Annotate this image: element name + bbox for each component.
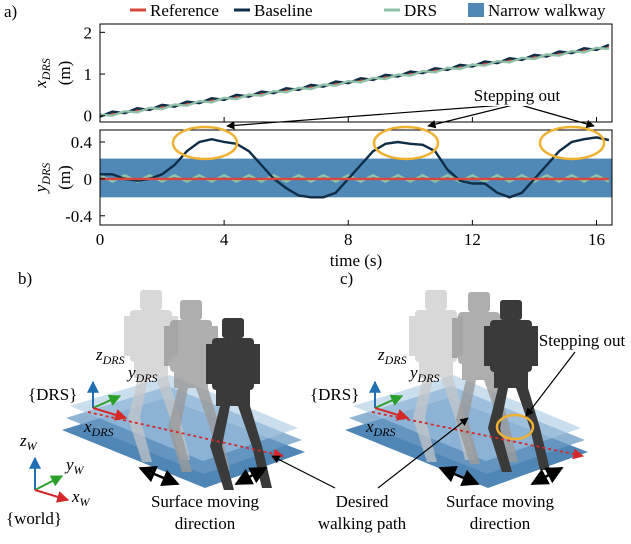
y-tick-label: 1: [84, 65, 93, 84]
caption: Desired: [336, 492, 389, 511]
annotation: Stepping out: [539, 331, 626, 350]
double-arrow: [438, 466, 480, 486]
subscript: W: [80, 495, 91, 509]
y-tick-label: 0.4: [71, 133, 93, 152]
double-arrow: [138, 466, 180, 486]
panel-label: b): [18, 269, 32, 288]
pointer: [525, 351, 576, 417]
x-tick-label: 12: [464, 230, 481, 249]
pointer: [516, 103, 595, 128]
subscript: DRS: [39, 58, 53, 81]
y-tick-label: 0: [84, 170, 93, 189]
y-tick-label: 2: [84, 23, 93, 42]
subscript: DRS: [102, 353, 125, 367]
symbol: x: [31, 80, 50, 89]
symbol: x: [71, 487, 80, 506]
subscript: W: [74, 463, 85, 477]
highlight: [171, 125, 239, 161]
axis-arrow: [92, 394, 122, 409]
y-axis-unit: (m): [55, 165, 74, 190]
axis-name: xW: [71, 487, 91, 509]
caption: Surface moving: [151, 492, 260, 511]
x-tick-label: 0: [96, 230, 105, 249]
legend-label: DRS: [404, 1, 437, 20]
axis-name: zDRS: [377, 345, 407, 367]
double-arrow: [234, 466, 268, 486]
legend-label: Reference: [150, 1, 219, 20]
frame-label: {DRS}: [28, 385, 77, 404]
symbol: z: [95, 345, 103, 364]
legend-label: Narrow walkway: [488, 1, 606, 20]
subscript: DRS: [135, 371, 158, 385]
y-axis-label: yDRS: [31, 163, 53, 195]
axis-arrow: [374, 407, 410, 421]
axis-name: xDRS: [83, 417, 114, 439]
symbol: z: [19, 431, 27, 450]
frame-label: {DRS}: [310, 385, 359, 404]
x-tick-label: 8: [344, 230, 353, 249]
pointer: [377, 417, 469, 489]
pointer: [271, 455, 336, 489]
double-arrow: [530, 466, 564, 486]
subscript: DRS: [91, 425, 114, 439]
axis-name: zW: [19, 431, 38, 453]
caption: walking path: [318, 514, 407, 533]
subscript: DRS: [373, 425, 396, 439]
x-tick-label: 16: [588, 230, 605, 249]
plot-frame: [99, 129, 613, 226]
line-series: [100, 136, 610, 199]
symbol: x: [365, 417, 374, 436]
highlight: [538, 125, 606, 161]
y-axis-label: xDRS: [31, 58, 53, 89]
x-tick-label: 4: [220, 230, 229, 249]
axis-name: yW: [64, 455, 85, 477]
highlight: [372, 125, 440, 161]
axis-arrow: [92, 407, 128, 421]
panel-label: a): [4, 2, 17, 21]
platform-layer: [70, 375, 298, 461]
legend: Reference Baseline DRS Narrow walkway: [130, 1, 606, 20]
legend-label: Baseline: [254, 1, 313, 20]
subscript: W: [27, 439, 38, 453]
plot-frame: [99, 23, 613, 123]
symbol: y: [408, 363, 418, 382]
caption: direction: [175, 514, 236, 533]
caption: Surface moving: [446, 492, 555, 511]
symbol: y: [64, 455, 74, 474]
scene-b: b) zDRS yDRS {DRS} xDRS zW yW xW {world}…: [6, 269, 305, 533]
symbol: z: [377, 345, 385, 364]
symbol: x: [83, 417, 92, 436]
y-tick-label: 0: [84, 107, 93, 126]
pointer: [427, 103, 518, 129]
axis-name: zDRS: [95, 345, 125, 367]
axis-arrow: [374, 394, 404, 409]
axis-name: xDRS: [365, 417, 396, 439]
caption: direction: [470, 514, 531, 533]
frame-label: {world}: [6, 509, 62, 528]
x-axis-label: time (s): [330, 251, 382, 270]
axis-arrow: [34, 489, 70, 503]
axis-arrow: [34, 475, 64, 491]
subscript: DRS: [384, 353, 407, 367]
legend-swatch: [468, 3, 484, 17]
subscript: DRS: [417, 371, 440, 385]
symbol: y: [31, 184, 50, 194]
annotation-bg: [462, 84, 572, 106]
line-series: [99, 46, 610, 117]
walking-path-label: Desired walking path: [271, 417, 469, 533]
annotation: Stepping out: [474, 86, 561, 105]
highlight: [495, 413, 535, 441]
symbol: y: [126, 363, 136, 382]
pointer: [226, 103, 518, 130]
y-tick-label: -0.4: [65, 207, 92, 226]
subscript: DRS: [39, 163, 53, 186]
y-axis-unit: (m): [55, 61, 74, 86]
axis-name: yDRS: [126, 363, 158, 385]
axis-name: yDRS: [408, 363, 440, 385]
panel-label: c): [340, 269, 353, 288]
